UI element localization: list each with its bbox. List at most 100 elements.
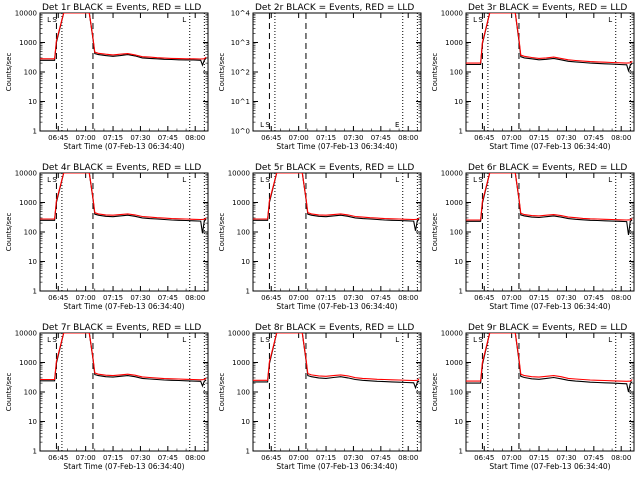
x-axis-label: Start Time (07-Feb-13 06:34:40): [63, 302, 184, 311]
y-tick-label: 10000: [441, 10, 463, 18]
x-axis-label: Start Time (07-Feb-13 06:34:40): [489, 462, 610, 471]
x-tick-label: 06:45: [261, 454, 281, 462]
x-tick-label: 08:00: [398, 294, 418, 302]
series-line-lld: [40, 173, 207, 221]
x-tick-label: 06:45: [261, 134, 281, 142]
marker-letter: L: [608, 176, 612, 184]
panel-title: Det 4r BLACK = Events, RED = LLD: [42, 163, 201, 173]
marker-letter: S: [478, 176, 483, 184]
marker-letter: L: [260, 176, 264, 184]
marker-letter: E: [395, 121, 399, 129]
y-tick-label: 100: [450, 389, 463, 397]
y-tick-label: 1000: [445, 199, 463, 207]
x-axis-label: Start Time (07-Feb-13 06:34:40): [63, 462, 184, 471]
panel-title: Det 8r BLACK = Events, RED = LLD: [255, 323, 414, 333]
y-tick-label: 10: [454, 258, 463, 266]
y-tick-label: 10^2: [231, 69, 250, 77]
marker-letter: S: [478, 16, 483, 24]
panel-title: Det 1r BLACK = Events, RED = LLD: [42, 3, 201, 13]
x-tick-label: 07:45: [371, 454, 391, 462]
y-tick-label: 100: [237, 229, 250, 237]
marker-letter: L: [47, 176, 51, 184]
series-line-lld: [40, 13, 207, 60]
x-tick-label: 07:45: [371, 134, 391, 142]
marker-letter: L: [182, 176, 186, 184]
x-tick-label: 06:45: [48, 294, 68, 302]
x-tick-label: 08:00: [185, 454, 205, 462]
x-tick-label: 06:45: [48, 134, 68, 142]
y-tick-label: 1: [33, 288, 37, 296]
marker-letter: S: [52, 176, 57, 184]
series-line-lld: [466, 173, 633, 221]
series-line-events: [466, 173, 633, 235]
y-tick-label: 10000: [15, 330, 37, 338]
x-tick-label: 07:30: [130, 134, 150, 142]
x-tick-label: 08:00: [398, 134, 418, 142]
y-tick-label: 10: [241, 258, 250, 266]
plot-frame: [252, 332, 422, 452]
x-tick-label: 07:45: [371, 294, 391, 302]
panel-title: Det 2r BLACK = Events, RED = LLD: [255, 3, 414, 13]
y-tick-label: 10^4: [231, 10, 251, 18]
x-tick-label: 07:30: [343, 294, 363, 302]
x-tick-label: 06:45: [48, 454, 68, 462]
x-tick-label: 08:00: [611, 134, 631, 142]
x-axis-label: Start Time (07-Feb-13 06:34:40): [489, 142, 610, 151]
x-tick-label: 08:00: [185, 134, 205, 142]
x-tick-label: 08:00: [185, 294, 205, 302]
series-line-lld: [466, 13, 633, 64]
marker-letter: L: [608, 336, 612, 344]
x-tick-label: 07:00: [289, 294, 309, 302]
x-tick-label: 07:00: [76, 134, 96, 142]
marker-letter: L: [47, 16, 51, 24]
marker-letter: S: [265, 121, 270, 129]
y-axis-label: Counts/sec: [218, 373, 226, 412]
detector-panel-5: Det 5r BLACK = Events, RED = LLD 1 10 100 10…: [218, 163, 422, 311]
y-tick-label: 1000: [19, 199, 37, 207]
y-axis-label: Counts/sec: [5, 213, 13, 252]
y-axis-label: Counts/sec: [431, 53, 439, 92]
x-tick-label: 06:45: [261, 294, 281, 302]
y-tick-label: 10: [241, 418, 250, 426]
y-tick-label: 10000: [441, 330, 463, 338]
x-tick-label: 07:00: [502, 294, 522, 302]
marker-letter: L: [260, 121, 264, 129]
x-tick-label: 07:30: [130, 294, 150, 302]
detector-panel-1: Det 1r BLACK = Events, RED = LLD 1 10 100 10…: [5, 3, 209, 151]
marker-letter: L: [473, 176, 477, 184]
x-tick-label: 07:30: [556, 454, 576, 462]
x-tick-label: 07:15: [529, 134, 549, 142]
x-tick-label: 07:00: [502, 454, 522, 462]
series-line-lld: [253, 173, 420, 221]
x-tick-label: 07:00: [502, 134, 522, 142]
x-tick-label: 07:30: [130, 454, 150, 462]
x-tick-label: 08:00: [611, 294, 631, 302]
y-tick-label: 10: [28, 258, 37, 266]
x-tick-label: 07:45: [158, 294, 178, 302]
y-tick-label: 10000: [441, 170, 463, 178]
plot-frame: [465, 172, 635, 292]
plot-frame: [252, 172, 422, 292]
y-tick-label: 10: [454, 418, 463, 426]
y-tick-label: 10000: [15, 10, 37, 18]
x-tick-label: 07:15: [103, 454, 123, 462]
y-tick-label: 10^0: [231, 128, 250, 136]
series-line-events: [253, 333, 420, 390]
x-tick-label: 06:45: [474, 294, 494, 302]
marker-letter: L: [182, 336, 186, 344]
marker-letter: L: [260, 336, 264, 344]
x-axis-label: Start Time (07-Feb-13 06:34:40): [489, 302, 610, 311]
x-tick-label: 07:15: [103, 294, 123, 302]
series-line-events: [40, 333, 207, 388]
marker-letter: L: [182, 16, 186, 24]
y-tick-label: 10000: [228, 170, 250, 178]
x-tick-label: 07:45: [158, 134, 178, 142]
y-axis-label: Counts/sec: [218, 213, 226, 252]
y-tick-label: 100: [24, 389, 37, 397]
marker-letter: L: [473, 336, 477, 344]
x-tick-label: 06:45: [474, 134, 494, 142]
x-axis-label: Start Time (07-Feb-13 06:34:40): [276, 462, 397, 471]
marker-letter: S: [265, 176, 270, 184]
marker-letter: S: [52, 16, 57, 24]
